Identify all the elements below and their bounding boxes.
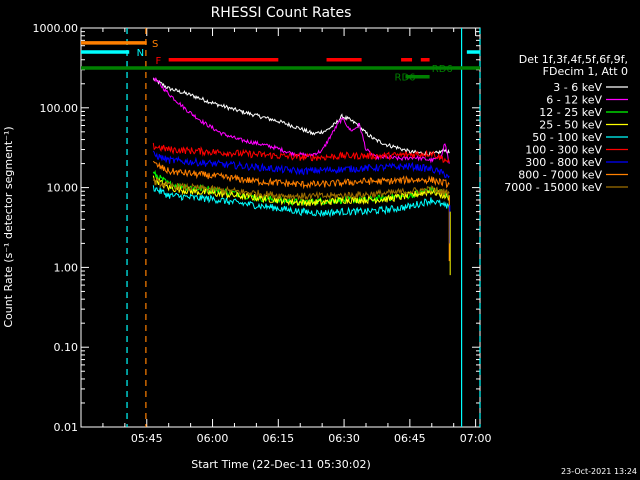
x-tick-label: 07:00 xyxy=(460,432,492,445)
y-tick-label: 100.00 xyxy=(40,102,79,115)
flag-label: RD6 xyxy=(432,64,453,75)
legend-entry-label: 3 - 6 keV xyxy=(553,81,602,94)
flag-label: N xyxy=(137,48,144,59)
chart-title: RHESSI Count Rates xyxy=(211,5,352,21)
x-axis-tick-labels: 05:45 06:00 06:15 06:30 06:45 07:00 xyxy=(131,432,492,445)
y-axis-label: Count Rate (s⁻¹ detector segment⁻¹) xyxy=(2,126,15,327)
legend-header: Det 1f,3f,4f,5f,6f,9f, xyxy=(519,53,628,66)
y-axis-tick-labels: 1000.00 100.00 10.00 1.00 0.10 0.01 xyxy=(33,22,79,434)
y-tick-label: 10.00 xyxy=(47,182,79,195)
legend-entry-label: 300 - 800 keV xyxy=(525,156,602,169)
legend-entry-label: 100 - 300 keV xyxy=(525,144,602,157)
legend-entry-label: 12 - 25 keV xyxy=(539,106,602,119)
legend-entry-label: 6 - 12 keV xyxy=(546,94,602,107)
legend-entry-label: 800 - 7000 keV xyxy=(518,169,602,182)
x-tick-label: 06:00 xyxy=(197,432,229,445)
series-line xyxy=(152,142,450,164)
flag-annotations: SN F RD6 RD6 xyxy=(137,39,453,84)
x-tick-label: 06:30 xyxy=(328,432,360,445)
series-line xyxy=(152,185,450,218)
flag-label: S xyxy=(152,39,158,50)
series-line xyxy=(152,160,450,190)
y-tick-label: 1.00 xyxy=(54,261,79,274)
flag-label: RD6 xyxy=(395,73,416,84)
timestamp: 23-Oct-2021 13:24 xyxy=(561,467,637,476)
legend-entry-label: 50 - 100 keV xyxy=(532,131,602,144)
y-tick-label: 1000.00 xyxy=(33,22,79,35)
series-line xyxy=(152,175,450,207)
x-tick-label: 06:45 xyxy=(394,432,426,445)
x-tick-label: 06:15 xyxy=(262,432,294,445)
vertical-markers xyxy=(126,28,481,427)
series-line xyxy=(152,150,450,179)
legend-entry-label: 25 - 50 keV xyxy=(539,119,602,132)
y-tick-label: 0.10 xyxy=(54,341,79,354)
series-line xyxy=(152,77,450,157)
x-axis-label: Start Time (22-Dec-11 05:30:02) xyxy=(191,458,371,471)
legend-header: FDecim 1, Att 0 xyxy=(543,65,628,78)
flag-bars xyxy=(81,41,480,79)
legend: Det 1f,3f,4f,5f,6f,9f,FDecim 1, Att 0 3 -… xyxy=(504,53,628,194)
series-line xyxy=(152,177,450,201)
series-lines xyxy=(152,76,451,276)
legend-entry-label: 7000 - 15000 keV xyxy=(504,181,602,194)
x-tick-label: 05:45 xyxy=(131,432,163,445)
flag-label: F xyxy=(156,56,162,67)
y-tick-label: 0.01 xyxy=(54,421,79,434)
axis-ticks xyxy=(81,27,480,428)
plot-frame xyxy=(80,27,481,428)
series-line xyxy=(152,76,450,164)
